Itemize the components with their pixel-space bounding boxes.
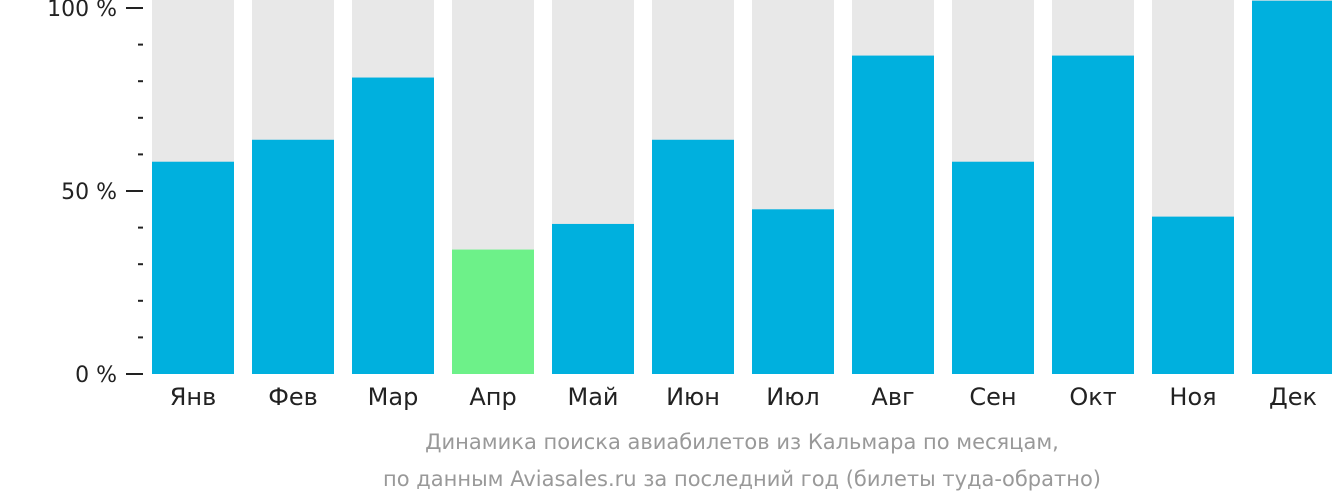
- x-tick-label: Ноя: [1169, 383, 1216, 411]
- data-bars: [152, 0, 1332, 375]
- x-axis: Янв Фев Мар Апр Май Июн Июл Авг Сен Окт Ноя Дек: [170, 383, 1317, 411]
- x-tick-label: Май: [567, 383, 618, 411]
- bar-04: [452, 249, 534, 374]
- chart-caption-line2: по данным Aviasales.ru за последний год …: [383, 467, 1101, 491]
- x-tick-label: Июл: [766, 383, 820, 411]
- x-tick-label: Янв: [170, 383, 217, 411]
- x-tick-label: Фев: [268, 383, 318, 411]
- x-tick-label: Сен: [969, 383, 1016, 411]
- bar-02: [252, 139, 334, 374]
- bar-03: [352, 77, 434, 374]
- chart-caption-line1: Динамика поиска авиабилетов из Кальмара …: [425, 430, 1059, 454]
- y-tick-label: 100 %: [47, 0, 117, 22]
- y-tick-label: 50 %: [61, 180, 117, 205]
- y-axis: 0 % 50 % 100 %: [47, 0, 143, 388]
- bar-01: [152, 161, 234, 374]
- bar-09: [952, 161, 1034, 374]
- x-tick-label: Авг: [871, 383, 914, 411]
- x-tick-label: Дек: [1269, 383, 1317, 411]
- bar-10: [1052, 55, 1134, 375]
- y-tick-label: 0 %: [75, 363, 117, 388]
- bar-08: [852, 55, 934, 375]
- bar-05: [552, 223, 634, 374]
- bar-11: [1152, 216, 1234, 374]
- x-tick-label: Июн: [666, 383, 720, 411]
- x-tick-label: Окт: [1069, 383, 1116, 411]
- bar-12: [1252, 0, 1332, 375]
- x-tick-label: Апр: [469, 383, 516, 411]
- bar-07: [752, 209, 834, 374]
- bar-06: [652, 139, 734, 374]
- x-tick-label: Мар: [368, 383, 419, 411]
